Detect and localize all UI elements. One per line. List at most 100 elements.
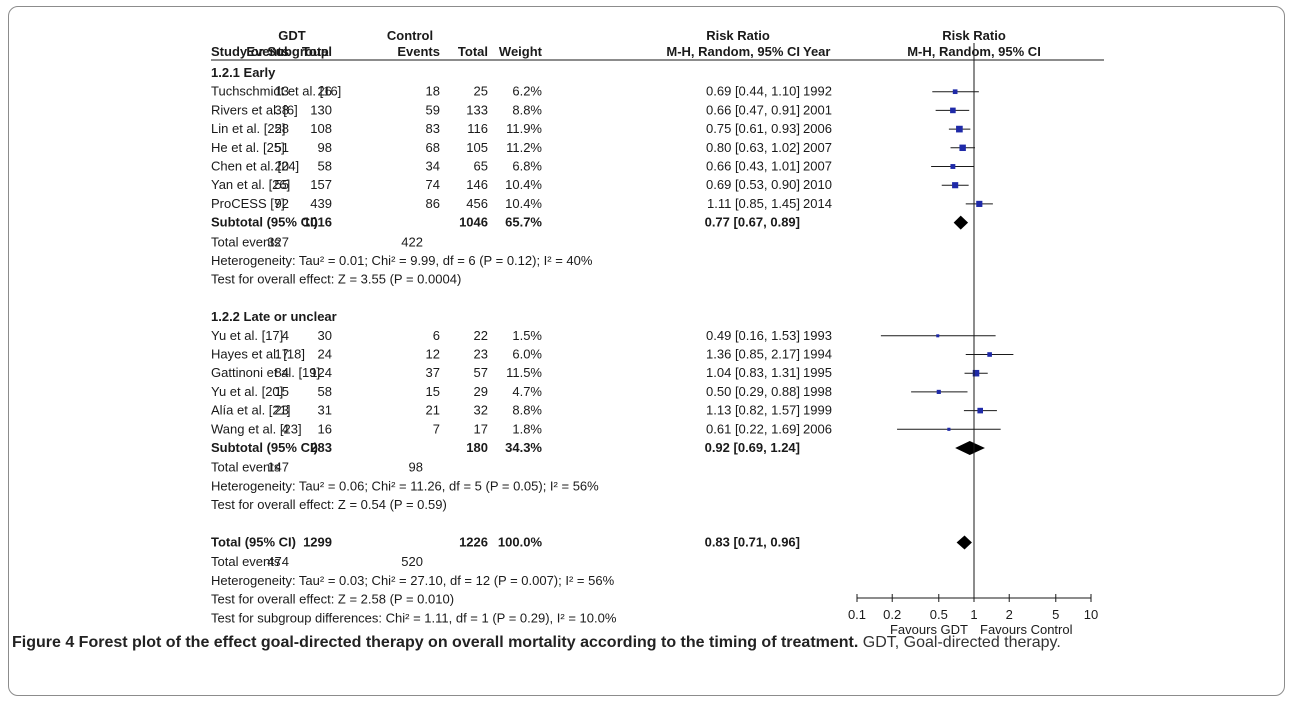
events-control: 34: [426, 159, 440, 174]
total-gdt: 108: [310, 121, 332, 136]
col-events-control: Events: [397, 44, 440, 59]
subtotal-label: Subtotal (95% CI): [211, 440, 318, 455]
risk-ratio-ci: 0.61 [0.22, 1.69]: [706, 421, 800, 436]
total-events-control: 520: [401, 554, 423, 569]
heterogeneity: Heterogeneity: Tau² = 0.01; Chi² = 9.99,…: [211, 253, 593, 268]
subtotal-weight: 34.3%: [505, 440, 542, 455]
rr-numeric-title: Risk Ratio: [706, 28, 770, 43]
subtotal-total-control: 1046: [459, 215, 488, 230]
study-year: 1993: [803, 328, 832, 343]
total-weight: 100.0%: [498, 535, 543, 550]
subgroup-title: 1.2.2 Late or unclear: [211, 309, 337, 324]
total-gdt: 58: [318, 384, 332, 399]
heterogeneity: Heterogeneity: Tau² = 0.06; Chi² = 11.26…: [211, 478, 599, 493]
footer-stat: Test for overall effect: Z = 2.58 (P = 0…: [211, 592, 454, 607]
total-gdt: 98: [318, 140, 332, 155]
risk-ratio-ci: 0.80 [0.63, 1.02]: [706, 140, 800, 155]
total-total-gdt: 1299: [303, 535, 332, 550]
events-control: 37: [426, 365, 440, 380]
risk-ratio-ci: 1.11 [0.85, 1.45]: [707, 196, 800, 211]
study-year: 1992: [803, 84, 832, 99]
events-control: 12: [426, 347, 440, 362]
col-weight: Weight: [499, 44, 543, 59]
risk-ratio-ci: 0.75 [0.61, 0.93]: [706, 121, 800, 136]
study-year: 2007: [803, 159, 832, 174]
study-name: Chen et al. [24]: [211, 159, 299, 174]
study-year: 2014: [803, 196, 832, 211]
forest-plot: GDT Control Risk Ratio Risk Ratio Study …: [211, 28, 1104, 637]
col-total-control: Total: [458, 44, 488, 59]
total-events-gdt: 327: [267, 234, 289, 249]
point-estimate: [952, 182, 959, 189]
total-control: 133: [466, 102, 488, 117]
weight: 4.7%: [512, 384, 542, 399]
total-gdt: 26: [318, 84, 332, 99]
footer-stat: Test for subgroup differences: Chi² = 1.…: [211, 610, 617, 625]
subtotal-total-gdt: 283: [310, 440, 332, 455]
study-year: 2006: [803, 121, 832, 136]
subtotal-weight: 65.7%: [505, 215, 542, 230]
study-name: Wang et al. [23]: [211, 421, 302, 436]
caption-label: Figure 4 Forest plot of the effect goal-…: [12, 634, 859, 651]
events-gdt: 23: [275, 403, 289, 418]
point-estimate: [936, 389, 941, 394]
x-tick-label: 5: [1052, 607, 1059, 622]
total-gdt: 31: [318, 403, 332, 418]
events-gdt: 84: [275, 365, 289, 380]
events-gdt: 4: [282, 421, 289, 436]
study-name: Rivers et al. [6]: [211, 102, 298, 117]
total-gdt: 16: [318, 421, 332, 436]
point-estimate: [976, 200, 983, 207]
table-header: GDT Control Risk Ratio Risk Ratio Study …: [211, 28, 1041, 59]
weight: 6.2%: [512, 84, 542, 99]
weight: 8.8%: [512, 403, 542, 418]
weight: 6.8%: [512, 159, 542, 174]
forest-marks: [880, 89, 1014, 550]
study-year: 2010: [803, 177, 832, 192]
events-gdt: 55: [275, 177, 289, 192]
subtotal-diamond: [953, 215, 969, 230]
study-name: Tuchschmidt et al. [16]: [211, 84, 341, 99]
total-events-control: 98: [409, 460, 423, 475]
point-estimate: [956, 125, 963, 133]
risk-ratio-ci: 0.69 [0.44, 1.10]: [706, 84, 800, 99]
study-name: Gattinoni et al. [19]: [211, 365, 320, 380]
favours-left-label: Favours GDT: [890, 622, 968, 637]
weight: 11.2%: [506, 140, 542, 155]
subtotal-total-gdt: 1016: [303, 215, 332, 230]
risk-ratio-ci: 0.49 [0.16, 1.53]: [706, 328, 800, 343]
total-events-control: 422: [401, 234, 423, 249]
weight: 1.8%: [512, 421, 542, 436]
events-control: 68: [426, 140, 440, 155]
subtotal-ci: 0.77 [0.67, 0.89]: [705, 215, 800, 230]
events-gdt: 58: [275, 121, 289, 136]
total-events-label: Total events: [211, 234, 281, 249]
total-control: 17: [474, 421, 488, 436]
total-control: 23: [474, 347, 488, 362]
risk-ratio-ci: 1.04 [0.83, 1.31]: [706, 365, 800, 380]
col-ci: M-H, Random, 95% CI: [666, 44, 800, 59]
study-year: 2007: [803, 140, 832, 155]
total-control: 146: [466, 177, 488, 192]
study-year: 1998: [803, 384, 832, 399]
overall-effect-test: Test for overall effect: Z = 0.54 (P = 0…: [211, 497, 447, 512]
favours-right-label: Favours Control: [980, 622, 1073, 637]
point-estimate: [959, 144, 966, 152]
risk-ratio-ci: 1.36 [0.85, 2.17]: [706, 347, 800, 362]
x-tick-label: 1: [970, 607, 977, 622]
point-estimate: [972, 369, 980, 377]
risk-ratio-ci: 0.66 [0.47, 0.91]: [706, 102, 800, 117]
events-control: 6: [433, 328, 440, 343]
point-estimate: [936, 334, 940, 338]
study-rows: 1.2.1 Early Tuchschmidt et al. [16]13 26 18…: [211, 65, 832, 625]
events-control: 21: [426, 403, 440, 418]
risk-ratio-ci: 0.50 [0.29, 0.88]: [706, 384, 800, 399]
total-diamond: [956, 535, 972, 550]
col-events-gdt: Events: [246, 44, 289, 59]
total-events-gdt: 147: [267, 460, 289, 475]
point-estimate: [950, 164, 956, 169]
total-label: Total (95% CI): [211, 535, 296, 550]
events-gdt: 20: [275, 159, 289, 174]
figure-frame: [8, 6, 1285, 696]
total-gdt: 157: [310, 177, 332, 192]
